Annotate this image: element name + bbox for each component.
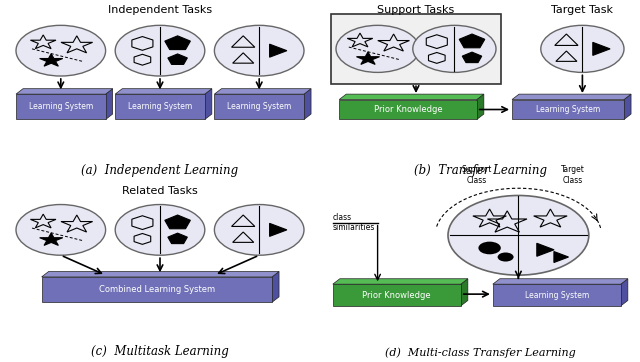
Polygon shape: [493, 279, 628, 284]
Text: Prior Knowledge: Prior Knowledge: [362, 291, 431, 299]
Circle shape: [115, 25, 205, 76]
Polygon shape: [512, 100, 624, 119]
Polygon shape: [304, 89, 311, 119]
Text: Learning System: Learning System: [525, 291, 589, 299]
Text: Related Tasks: Related Tasks: [122, 186, 198, 197]
Circle shape: [214, 25, 304, 76]
Polygon shape: [165, 215, 190, 229]
Polygon shape: [512, 94, 631, 100]
Polygon shape: [168, 54, 188, 64]
Polygon shape: [333, 279, 468, 284]
Polygon shape: [269, 44, 287, 57]
Polygon shape: [42, 272, 279, 277]
Polygon shape: [272, 272, 279, 302]
Text: Support
Class: Support Class: [461, 165, 492, 185]
Polygon shape: [460, 34, 484, 48]
Polygon shape: [333, 284, 461, 306]
Polygon shape: [339, 94, 484, 100]
Polygon shape: [554, 252, 568, 262]
Text: Combined Learning System: Combined Learning System: [99, 285, 215, 294]
Polygon shape: [16, 94, 106, 119]
Polygon shape: [106, 89, 113, 119]
Polygon shape: [165, 36, 190, 50]
Circle shape: [16, 205, 106, 255]
Text: Learning System: Learning System: [536, 105, 600, 114]
Text: Learning System: Learning System: [29, 102, 93, 111]
Text: Target Task: Target Task: [552, 5, 613, 16]
Polygon shape: [477, 94, 484, 119]
Circle shape: [214, 205, 304, 255]
Circle shape: [479, 242, 501, 254]
Polygon shape: [269, 223, 287, 236]
Polygon shape: [168, 233, 188, 244]
Text: (d)  Multi-class Transfer Learning: (d) Multi-class Transfer Learning: [385, 348, 575, 358]
Circle shape: [541, 25, 624, 72]
Text: Support Tasks: Support Tasks: [378, 5, 454, 16]
Circle shape: [115, 205, 205, 255]
Polygon shape: [214, 94, 304, 119]
Text: class
similarities: class similarities: [333, 213, 375, 232]
Polygon shape: [621, 279, 628, 306]
Polygon shape: [624, 94, 631, 119]
Circle shape: [413, 25, 496, 72]
Polygon shape: [462, 52, 482, 63]
Polygon shape: [40, 233, 63, 245]
Text: Learning System: Learning System: [227, 102, 291, 111]
Polygon shape: [537, 243, 554, 256]
Circle shape: [498, 253, 514, 261]
Polygon shape: [493, 284, 621, 306]
Polygon shape: [461, 279, 468, 306]
Polygon shape: [593, 42, 610, 55]
Text: (c)  Multitask Learning: (c) Multitask Learning: [91, 345, 229, 358]
Polygon shape: [16, 89, 113, 94]
Polygon shape: [214, 89, 311, 94]
Polygon shape: [205, 89, 212, 119]
Polygon shape: [40, 54, 63, 66]
FancyBboxPatch shape: [332, 13, 501, 84]
Circle shape: [16, 25, 106, 76]
Circle shape: [336, 25, 419, 72]
Polygon shape: [115, 89, 212, 94]
Text: (b)  Transfer Learning: (b) Transfer Learning: [413, 164, 547, 177]
Text: Prior Knowledge: Prior Knowledge: [374, 105, 442, 114]
Text: Learning System: Learning System: [128, 102, 192, 111]
Text: Target
Class: Target Class: [561, 165, 585, 185]
Text: Independent Tasks: Independent Tasks: [108, 5, 212, 16]
Polygon shape: [115, 94, 205, 119]
Polygon shape: [339, 100, 477, 119]
Polygon shape: [42, 277, 272, 302]
Polygon shape: [356, 52, 380, 64]
Text: (a)  Independent Learning: (a) Independent Learning: [81, 164, 239, 177]
Circle shape: [448, 195, 589, 275]
